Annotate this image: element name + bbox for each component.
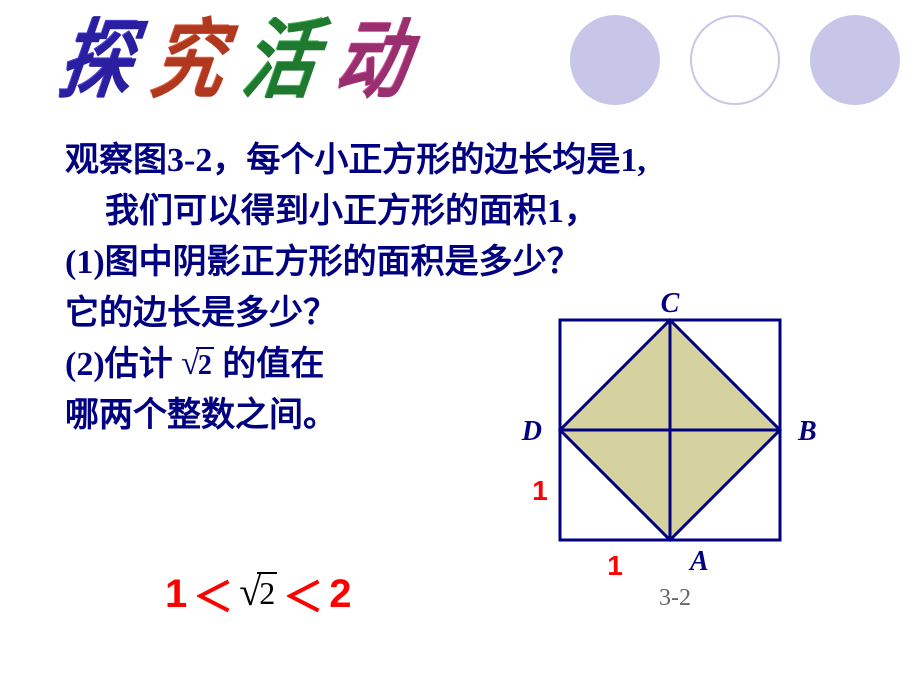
lt-icon: ＜ (193, 565, 233, 623)
sqrt-arg: 2 (196, 347, 214, 383)
lt-icon: ＜ (283, 565, 323, 623)
sqrt-arg: 2 (257, 572, 277, 612)
figure-caption: 3-2 (659, 585, 691, 611)
dot-icon (690, 15, 780, 105)
dot-icon (570, 15, 660, 105)
answer-expression: 1 ＜ √ 2 ＜ 2 (165, 565, 351, 623)
decorative-dots (570, 15, 900, 105)
sqrt-expression: √ 2 (239, 572, 277, 612)
title-char-3: 活 (238, 17, 322, 103)
label-A: A (688, 546, 709, 577)
label-D: D (521, 416, 542, 447)
text-line-5b: 的值在 (222, 346, 324, 383)
text-line-5a: (2)估计 (65, 346, 173, 383)
text-line-3: (1)图中阴影正方形的面积是多少？ (65, 237, 905, 288)
dot-icon (810, 15, 900, 105)
diagram-svg: C B D A 1 1 3-2 (500, 290, 840, 660)
title-char-2: 究 (146, 17, 230, 103)
label-C: C (661, 290, 680, 319)
answer-right: 2 (329, 572, 351, 617)
title-char-4: 动 (330, 17, 414, 103)
text-line-2: 我们可以得到小正方形的面积1， (105, 186, 905, 237)
answer-left: 1 (165, 572, 187, 617)
label-one-bottom: 1 (607, 550, 623, 581)
figure-3-2: C B D A 1 1 3-2 (500, 290, 840, 660)
wordart-title: 探 究 活 动 (60, 5, 408, 115)
title-char-1: 探 (54, 17, 138, 103)
label-B: B (797, 416, 817, 447)
slide-header: 探 究 活 动 (0, 0, 920, 120)
label-one-left: 1 (532, 475, 548, 506)
sqrt-expression: √ 2 (181, 347, 214, 383)
text-line-1: 观察图3-2，每个小正方形的边长均是1, (65, 135, 905, 186)
